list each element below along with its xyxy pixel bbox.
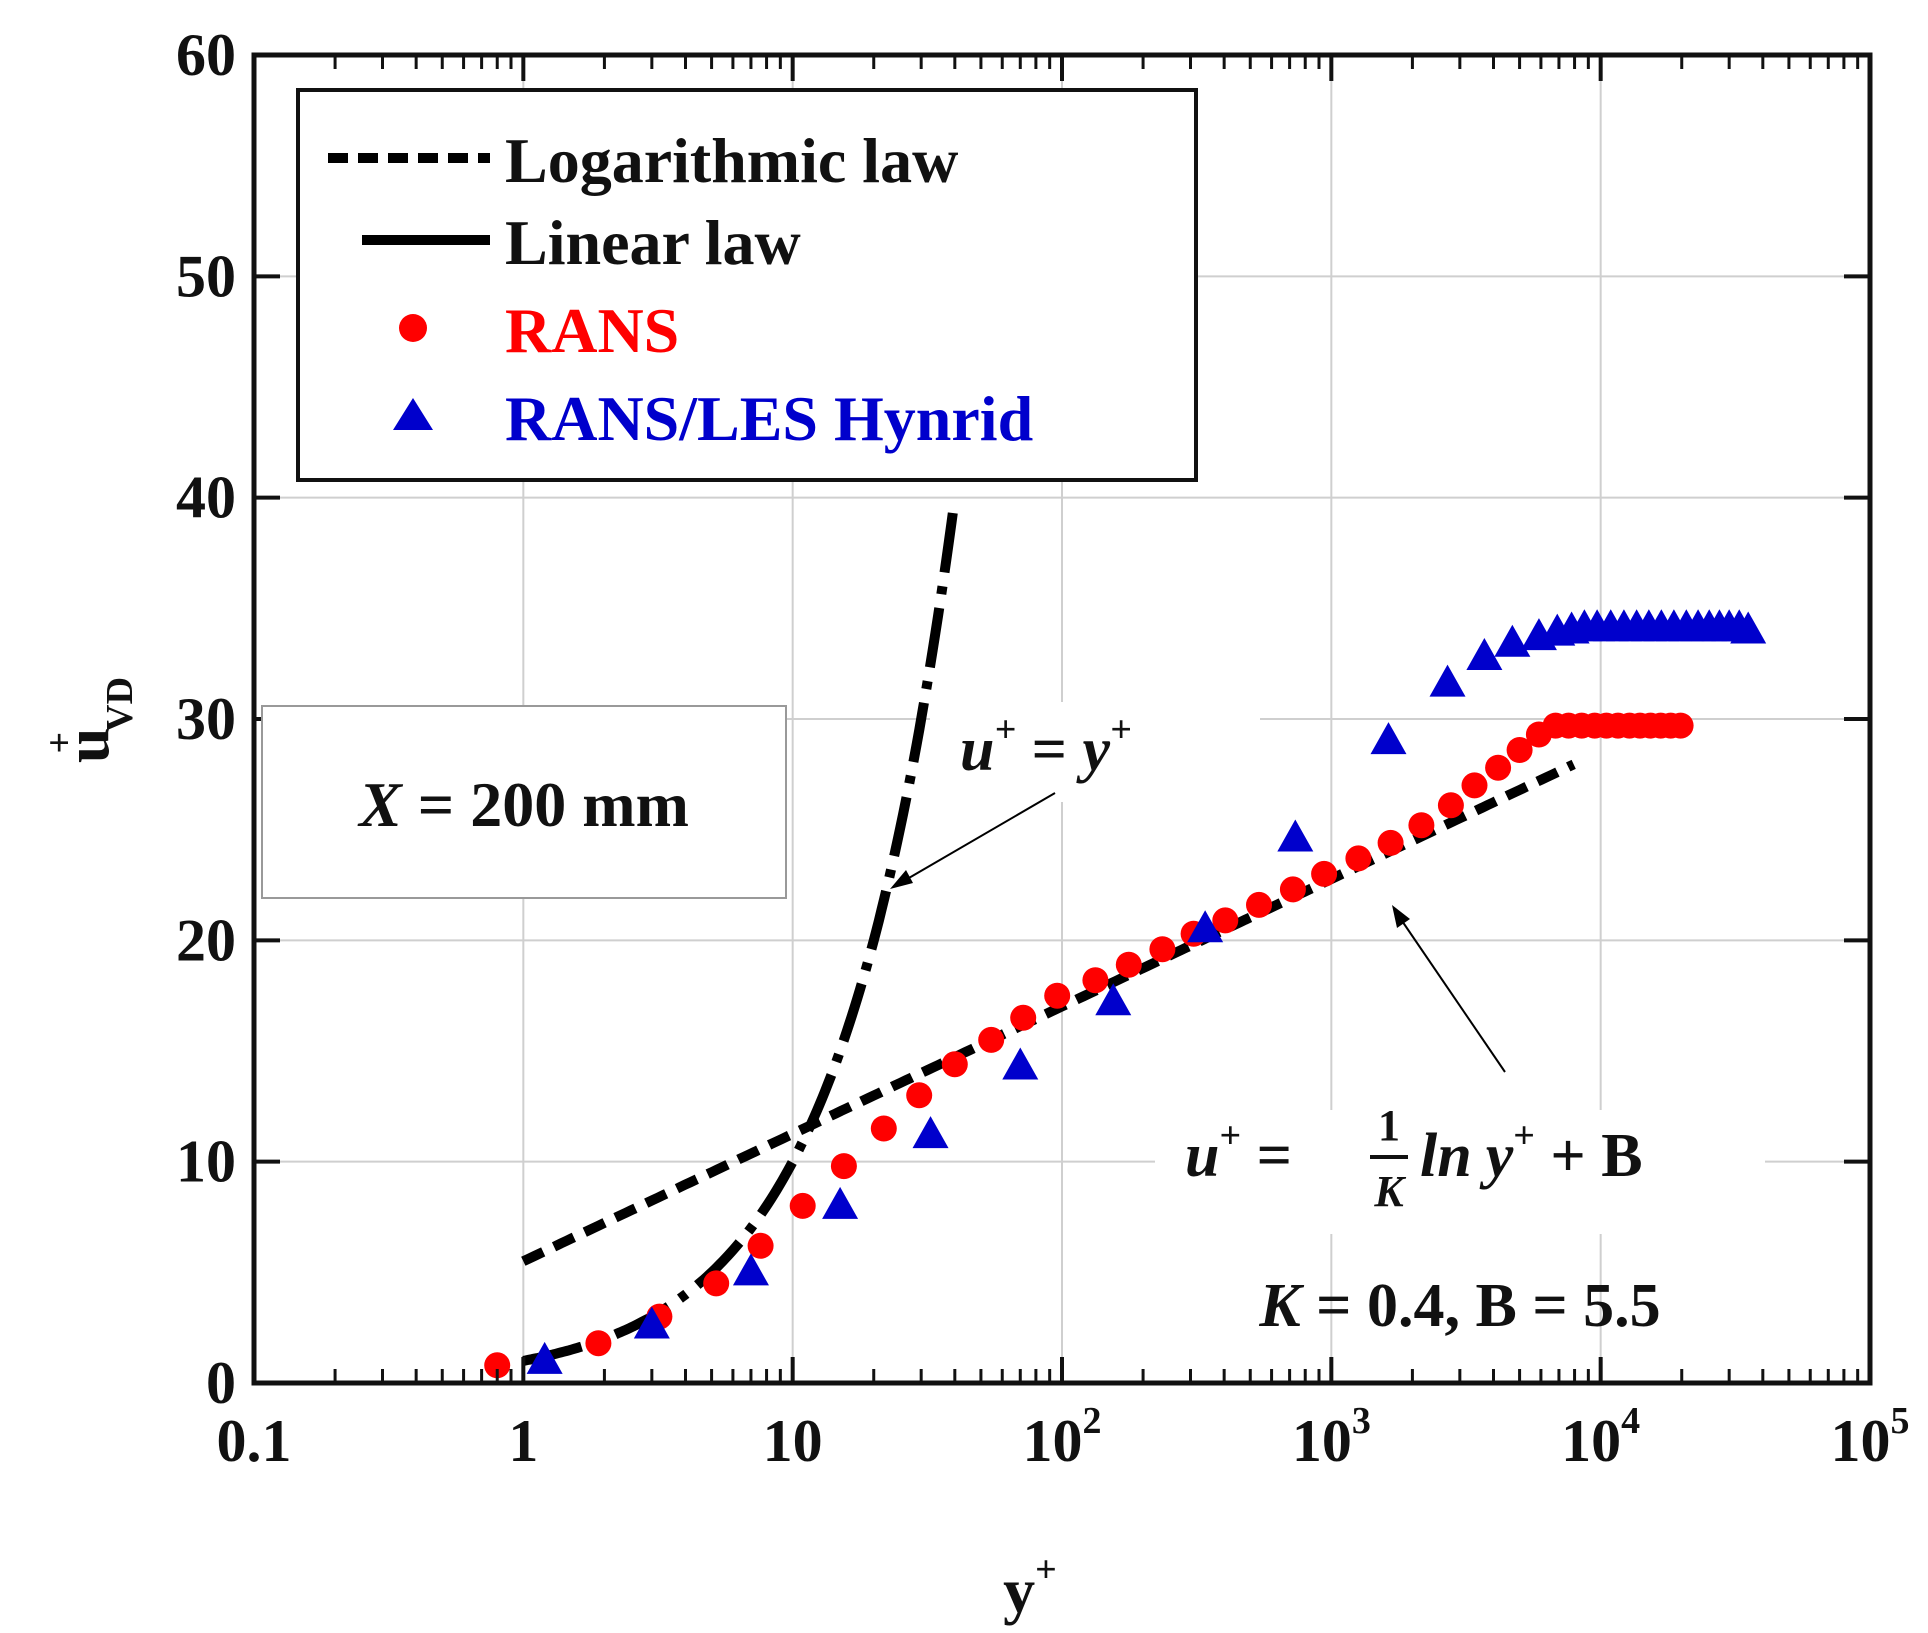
rans-point: [941, 1051, 968, 1078]
log-law-arrow: [1397, 914, 1506, 1073]
rans-point: [906, 1082, 933, 1109]
rans-point: [1667, 712, 1694, 739]
rans-point: [1311, 860, 1338, 887]
rans-point: [1149, 936, 1176, 963]
log-eq-bg: [1155, 1110, 1765, 1234]
rans-point: [1485, 754, 1512, 781]
hybrid-point: [1187, 910, 1224, 943]
y-tick-label: 0: [206, 1350, 236, 1416]
linear-eq-bg: [930, 702, 1260, 802]
rans-point: [585, 1330, 612, 1357]
rans-point: [1010, 1004, 1037, 1031]
position-annotation: X = 200 mm: [261, 705, 787, 899]
axis-tick-labels: 0.1 1 10 102 103 104 105 0 10 20 30 40 50 60: [176, 22, 1910, 1474]
legend-item-linear: Linear law: [362, 207, 801, 278]
rans-point: [1044, 982, 1071, 1009]
rans-point: [1345, 845, 1372, 872]
rans-point: [1377, 829, 1404, 856]
legend: Logarithmic law Linear law RANS RANS/LES…: [296, 88, 1198, 482]
rans-point: [789, 1192, 816, 1219]
legend-rans-marker: [399, 314, 427, 342]
x-tick-label: 105: [1831, 1400, 1910, 1474]
y-tick-label: 30: [176, 686, 236, 752]
legend-linear-label: Linear law: [505, 207, 801, 278]
x-tick-label: 103: [1292, 1400, 1371, 1474]
hybrid-point: [1277, 819, 1314, 852]
legend-item-rans: RANS: [399, 295, 679, 366]
constants-text: K = 0.4, B = 5.5: [1258, 1272, 1660, 1340]
hybrid-point: [732, 1253, 769, 1286]
hybrid-point: [822, 1186, 859, 1219]
log-eq-rest: ln y+ + B: [1420, 1115, 1643, 1190]
rans-point: [1437, 792, 1464, 819]
rans-point: [703, 1270, 730, 1297]
hybrid-point: [1002, 1047, 1039, 1080]
y-tick-label: 50: [176, 243, 236, 309]
rans-point: [870, 1115, 897, 1142]
legend-item-hybrid: RANS/LES Hynrid: [393, 383, 1033, 454]
y-tick-label: 20: [176, 907, 236, 973]
axis-ticks: [252, 53, 1872, 1385]
x-tick-label: 104: [1561, 1400, 1640, 1474]
rans-point: [1246, 891, 1272, 918]
series-points: [484, 609, 1767, 1379]
hybrid-point: [1466, 638, 1503, 671]
legend-log-label: Logarithmic law: [505, 125, 958, 196]
x-tick-label: 10: [763, 1408, 823, 1474]
y-axis-label: u+VD: [39, 677, 141, 763]
x-axis-label: y+: [1003, 1549, 1057, 1626]
log-eq-numerator: 1: [1378, 1101, 1400, 1150]
x-tick-label: 102: [1023, 1400, 1102, 1474]
rans-point: [1506, 737, 1533, 763]
legend-hybrid-label: RANS/LES Hynrid: [505, 383, 1033, 454]
rans-point: [830, 1153, 857, 1180]
position-text: X = 200 mm: [357, 769, 689, 840]
linear-law-arrow: [901, 792, 1056, 883]
hybrid-point: [912, 1116, 949, 1149]
log-eq-denominator: K: [1373, 1167, 1406, 1216]
log-law-annotation: u+ = 1 K ln y+ + B: [1155, 905, 1765, 1234]
svg-text:u+VD: u+VD: [39, 677, 141, 763]
hybrid-point: [1494, 624, 1531, 657]
position-box: [261, 705, 787, 899]
x-tick-label: 1: [508, 1408, 538, 1474]
linear-eq-text: u+ = y+: [960, 709, 1132, 784]
rans-point: [1408, 812, 1435, 839]
x-tick-label: 0.1: [217, 1408, 292, 1474]
hybrid-point: [1429, 664, 1466, 697]
rans-point: [747, 1232, 774, 1259]
legend-item-log: Logarithmic law: [328, 125, 958, 196]
rans-point: [1082, 967, 1109, 994]
rans-point: [484, 1352, 511, 1379]
linear-law-annotation: u+ = y+: [890, 702, 1260, 889]
y-tick-label: 10: [176, 1129, 236, 1195]
hybrid-point: [1095, 983, 1132, 1016]
y-tick-label: 40: [176, 465, 236, 531]
legend-rans-label: RANS: [505, 295, 679, 366]
rans-point: [978, 1026, 1005, 1053]
linear-law-arrowhead: [890, 870, 913, 889]
hybrid-point: [1730, 611, 1767, 644]
y-tick-label: 60: [176, 22, 236, 88]
legend-box: [296, 88, 1198, 482]
hybrid-point: [633, 1306, 670, 1339]
rans-point: [1461, 772, 1488, 799]
hybrid-point: [1370, 722, 1407, 755]
rans-point: [1279, 876, 1306, 903]
rans-point: [1115, 951, 1142, 978]
legend-hybrid-marker: [393, 398, 433, 430]
log-eq-text: u+ =: [1185, 1115, 1292, 1190]
log-law-arrowhead: [1392, 905, 1410, 928]
rans-point: [1212, 907, 1239, 934]
hybrid-point: [526, 1341, 563, 1374]
